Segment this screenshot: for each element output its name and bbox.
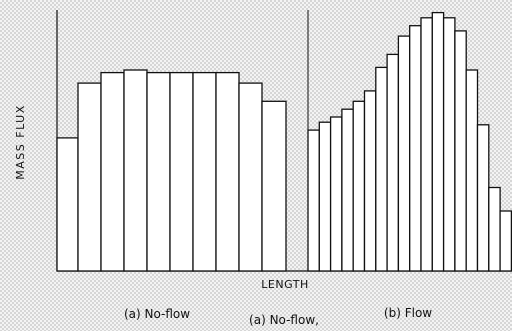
panel-a-bar-9 (238, 82, 263, 272)
panel-b-bar-2 (318, 121, 332, 272)
panel-b-bar-15 (465, 69, 479, 272)
panel-a-bar-8 (215, 71, 240, 272)
panel-a-bar-4 (123, 69, 148, 272)
panel-b-bar-17 (488, 186, 501, 272)
panel-a-bar-1 (56, 137, 79, 272)
panel-b-bar-14 (454, 30, 467, 272)
panel-a-bar-2 (77, 82, 102, 272)
panel-a-caption: (a) No-flow (124, 307, 190, 321)
y-axis-label: MASS FLUX (14, 104, 27, 179)
panel-a-bars (56, 69, 287, 272)
panel-b-bar-8 (386, 53, 400, 272)
x-axis-label: LENGTH (261, 278, 308, 291)
panel-b-bar-4 (341, 108, 354, 272)
panel-b-bar-13 (442, 17, 456, 272)
panel-b-bar-12 (431, 11, 445, 272)
panel-b-bar-9 (397, 35, 411, 272)
panel-b-bar-18 (499, 210, 512, 272)
panel-b-bars (307, 11, 512, 272)
panel-b-bar-10 (409, 25, 422, 272)
panel-b-bar-11 (420, 17, 433, 272)
panel-a-bar-7 (192, 71, 217, 272)
panel-a-caption-overlap: (a) No-flow, (249, 313, 319, 327)
panel-a-bar-6 (169, 71, 194, 272)
panel-b-bar-1 (307, 129, 320, 272)
panel-b-bar-5 (352, 100, 366, 272)
panel-a-bar-5 (146, 71, 171, 272)
panel-b-bar-6 (363, 90, 377, 272)
panel-a-bar-10 (261, 100, 287, 272)
panel-b-bar-7 (375, 66, 388, 272)
panel-a-bar-3 (100, 71, 125, 272)
panel-b-bar-3 (329, 116, 343, 272)
panel-b-bar-16 (476, 124, 490, 272)
panel-b-caption: (b) Flow (384, 306, 432, 320)
